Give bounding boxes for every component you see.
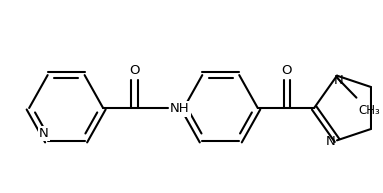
Text: NH: NH xyxy=(170,102,190,115)
Text: O: O xyxy=(282,64,292,78)
Text: N: N xyxy=(39,127,49,140)
Text: N: N xyxy=(334,74,344,87)
Text: CH₃: CH₃ xyxy=(358,104,380,117)
Text: O: O xyxy=(129,64,139,78)
Text: N: N xyxy=(325,135,335,148)
